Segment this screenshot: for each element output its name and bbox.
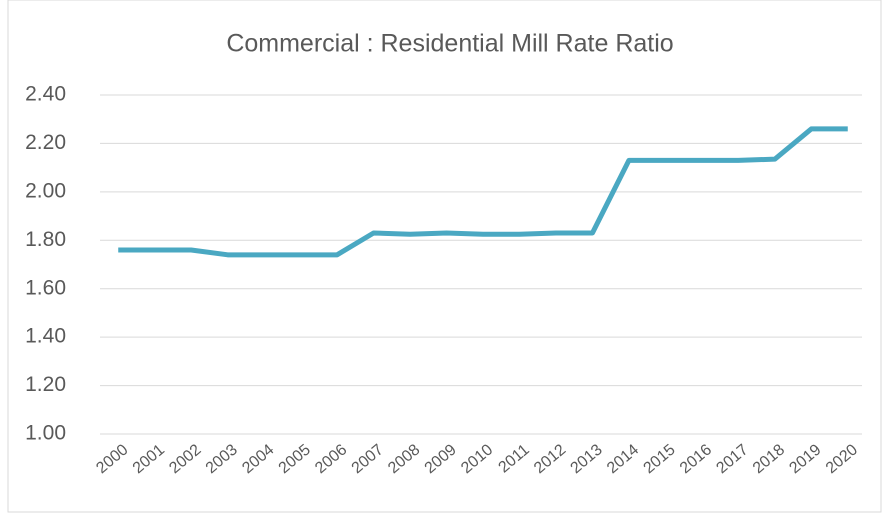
y-tick-label: 1.20	[25, 373, 66, 396]
y-tick-label: 1.80	[25, 228, 66, 251]
y-tick-label: 2.00	[25, 179, 66, 202]
y-tick-label: 2.40	[25, 83, 66, 106]
y-tick-label: 1.40	[25, 325, 66, 348]
chart-title: Commercial : Residential Mill Rate Ratio	[226, 30, 673, 58]
y-tick-label: 1.00	[25, 422, 66, 445]
data-line	[118, 126, 848, 258]
y-tick-label: 1.60	[25, 276, 66, 299]
y-tick-label: 2.20	[25, 131, 66, 154]
chart-border	[7, 0, 882, 513]
